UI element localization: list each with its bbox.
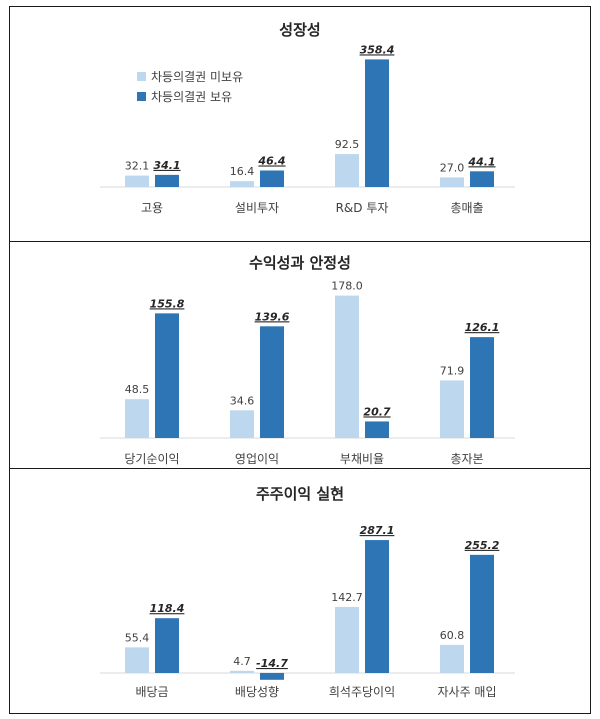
data-label: 27.0: [440, 161, 465, 174]
category-label: 부채비율: [340, 452, 384, 466]
data-label: 48.5: [125, 383, 150, 396]
data-label: 126.1: [465, 321, 500, 334]
bar-without-dual-class: [125, 647, 149, 673]
data-label: 20.7: [363, 405, 390, 418]
chart-growth: 성장성 차등의결권 미보유 차등의결권 보유 32.1 34.1 고용 16.446.…: [100, 21, 515, 215]
category-label: 당기순이익: [124, 452, 179, 466]
data-label: 46.4: [257, 154, 285, 167]
legend-swatch-light: [137, 72, 146, 81]
bar-with-dual-class: [365, 59, 389, 187]
category-label: R&D 투자: [336, 201, 389, 215]
bar-with-dual-class: [365, 421, 389, 438]
data-label: 32.1: [125, 160, 150, 173]
bar-without-dual-class: [335, 154, 359, 187]
data-label: 71.9: [440, 364, 465, 377]
data-label: 16.4: [230, 165, 255, 178]
bar-without-dual-class: [335, 606, 359, 673]
bar-without-dual-class: [230, 181, 254, 187]
bar-with-dual-class: [470, 171, 494, 187]
chart-title: 주주이익 실현: [256, 485, 344, 503]
data-label: 178.0: [331, 280, 363, 293]
bar-with-dual-class: [155, 618, 179, 673]
bar-without-dual-class: [335, 295, 359, 438]
bar-with-dual-class: [470, 337, 494, 438]
category-label: 영업이익: [235, 452, 279, 466]
category-label: 총매출: [450, 201, 483, 215]
category-label: 희석주당이익: [329, 685, 395, 699]
data-label: -14.7: [256, 657, 288, 670]
bar-with-dual-class: [260, 673, 284, 680]
bar-without-dual-class: [230, 410, 254, 438]
data-label: 358.4: [360, 43, 395, 56]
data-label: 4.7: [233, 655, 251, 668]
chart-profitability: 수익성과 안정성 48.5 155.8 당기순이익 34.6 139.6 영업이익 178.…: [100, 254, 515, 466]
bar-with-dual-class: [260, 326, 284, 438]
bar-without-dual-class: [230, 670, 254, 673]
bar-with-dual-class: [365, 540, 389, 673]
category-label: 설비투자: [235, 201, 279, 215]
bar-without-dual-class: [125, 399, 149, 438]
data-label: 287.1: [360, 524, 395, 537]
bar-without-dual-class: [440, 177, 464, 187]
data-label: 44.1: [467, 155, 495, 168]
panel-shareholder: 주주이익 실현 55.4 118.4 배당금 4.7 -14.7 배당성향 142.7 287…: [9, 468, 591, 714]
bar-without-dual-class: [125, 175, 149, 187]
data-label: 55.4: [125, 631, 150, 644]
bar-without-dual-class: [440, 644, 464, 673]
data-label: 92.5: [335, 138, 360, 151]
bar-with-dual-class: [260, 170, 284, 187]
data-label: 118.4: [150, 602, 185, 615]
chart-title: 성장성: [279, 21, 320, 39]
data-label: 34.6: [230, 394, 255, 407]
legend-swatch-dark: [137, 92, 146, 101]
panel-profitability: 수익성과 안정성 48.5 155.8 당기순이익 34.6 139.6 영업이익 178.…: [9, 241, 591, 469]
data-label: 255.2: [465, 539, 500, 552]
data-label: 155.8: [150, 297, 185, 310]
data-label: 60.8: [440, 629, 465, 642]
bar-with-dual-class: [155, 174, 179, 187]
panel-growth: 성장성 차등의결권 미보유 차등의결권 보유 32.1 34.1 고용 16.4 46.…: [9, 6, 591, 242]
data-label: 142.7: [331, 591, 363, 604]
category-label: 총자본: [450, 452, 483, 466]
category-label: 배당성향: [235, 685, 279, 699]
chart-shareholder: 주주이익 실현 55.4 118.4 배당금 4.7 -14.7 배당성향 142.7 287…: [100, 485, 515, 699]
bar-without-dual-class: [440, 380, 464, 438]
category-label: 고용: [141, 201, 163, 215]
legend: 차등의결권 미보유 차등의결권 보유: [137, 70, 243, 104]
legend-label-light: 차등의결권 미보유: [151, 70, 243, 84]
bar-with-dual-class: [470, 554, 494, 673]
category-label: 배당금: [135, 685, 168, 699]
legend-label-dark: 차등의결권 보유: [151, 90, 232, 104]
category-label: 자사주 매입: [437, 685, 496, 699]
data-label: 34.1: [153, 159, 180, 172]
data-label: 139.6: [255, 310, 290, 323]
chart-title: 수익성과 안정성: [249, 254, 351, 272]
bar-with-dual-class: [155, 313, 179, 438]
